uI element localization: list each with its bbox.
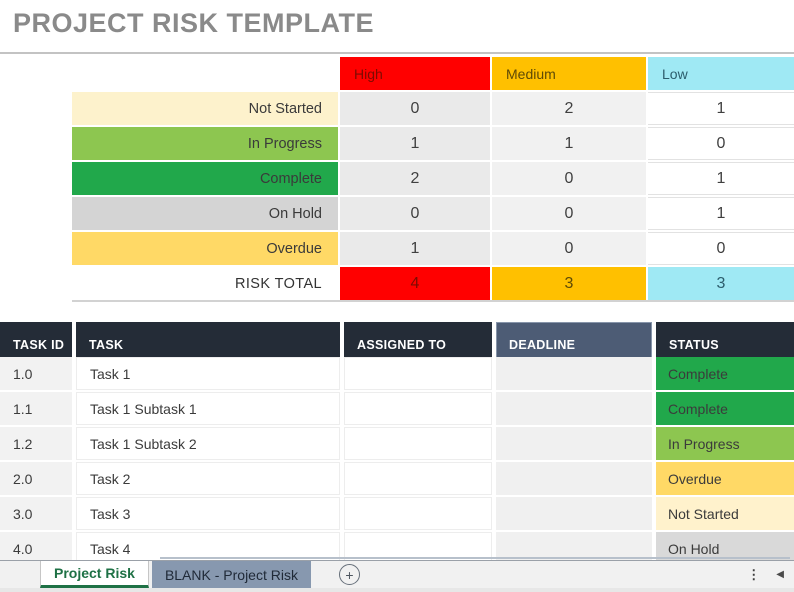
matrix-row-label-complete[interactable]: Complete <box>72 162 338 195</box>
matrix-cell-overdue-medium[interactable]: 0 <box>492 232 646 265</box>
assigned-to-cell[interactable] <box>344 392 492 425</box>
row-cutoff-border <box>160 557 790 559</box>
task-name-cell[interactable]: Task 2 <box>76 462 340 495</box>
task-name-cell[interactable]: Task 4 <box>76 532 340 560</box>
matrix-header-high[interactable]: High <box>340 57 490 90</box>
assigned-to-cell[interactable] <box>344 462 492 495</box>
assigned-to-cell[interactable] <box>344 357 492 390</box>
matrix-row-label-overdue[interactable]: Overdue <box>72 232 338 265</box>
tab-bar-right-controls: ⋮ ◀ <box>747 561 794 588</box>
assigned-to-cell[interactable] <box>344 532 492 560</box>
task-id-cell[interactable]: 1.1 <box>0 392 72 425</box>
matrix-cell-complete-low[interactable]: 1 <box>648 162 794 195</box>
deadline-cell[interactable] <box>496 532 652 560</box>
assigned-to-cell[interactable] <box>344 497 492 530</box>
task-id-cell[interactable]: 4.0 <box>0 532 72 560</box>
task-id-cell[interactable]: 1.2 <box>0 427 72 460</box>
matrix-total-medium[interactable]: 3 <box>492 267 646 300</box>
sheet-tab-blank-project-risk[interactable]: BLANK - Project Risk <box>151 561 311 588</box>
scroll-left-icon[interactable]: ◀ <box>776 569 784 580</box>
title-divider <box>0 52 794 54</box>
matrix-cell-inprogress-low[interactable]: 0 <box>648 127 794 160</box>
matrix-cell-inprogress-medium[interactable]: 1 <box>492 127 646 160</box>
task-id-cell[interactable]: 2.0 <box>0 462 72 495</box>
page-title: PROJECT RISK TEMPLATE <box>13 8 375 38</box>
task-id-cell[interactable]: 3.0 <box>0 497 72 530</box>
tab-bar-spacer <box>0 561 40 588</box>
add-sheet-button[interactable]: + <box>338 564 360 585</box>
matrix-cell-overdue-low[interactable]: 0 <box>648 232 794 265</box>
matrix-cell-notstarted-medium[interactable]: 2 <box>492 92 646 125</box>
overflow-menu-icon[interactable]: ⋮ <box>747 566 761 582</box>
task-name-cell[interactable]: Task 3 <box>76 497 340 530</box>
matrix-header-medium[interactable]: Medium <box>492 57 646 90</box>
sheet-tab-project-risk[interactable]: Project Risk <box>40 561 149 588</box>
status-cell[interactable]: Not Started <box>656 497 794 530</box>
matrix-cell-complete-high[interactable]: 2 <box>340 162 490 195</box>
matrix-row-label-in-progress[interactable]: In Progress <box>72 127 338 160</box>
matrix-row-label-not-started[interactable]: Not Started <box>72 92 338 125</box>
deadline-cell[interactable] <box>496 357 652 390</box>
matrix-risk-total-label: RISK TOTAL <box>235 275 322 292</box>
deadline-cell[interactable] <box>496 497 652 530</box>
matrix-cell-inprogress-high[interactable]: 1 <box>340 127 490 160</box>
matrix-cell-complete-medium[interactable]: 0 <box>492 162 646 195</box>
task-name-cell[interactable]: Task 1 Subtask 1 <box>76 392 340 425</box>
risk-matrix: High Medium Low Not Started 0 2 1 In Pro… <box>72 57 794 302</box>
bottom-strip <box>0 588 794 592</box>
task-name-cell[interactable]: Task 1 Subtask 2 <box>76 427 340 460</box>
task-id-cell[interactable]: 1.0 <box>0 357 72 390</box>
status-cell[interactable]: Complete <box>656 357 794 390</box>
status-cell[interactable]: On Hold <box>656 532 794 560</box>
matrix-header-low[interactable]: Low <box>648 57 794 90</box>
matrix-cell-notstarted-high[interactable]: 0 <box>340 92 490 125</box>
status-cell[interactable]: Overdue <box>656 462 794 495</box>
deadline-cell[interactable] <box>496 392 652 425</box>
task-name-cell[interactable]: Task 1 <box>76 357 340 390</box>
matrix-cell-onhold-medium[interactable]: 0 <box>492 197 646 230</box>
sheet-tab-bar: Project Risk BLANK - Project Risk + ⋮ ◀ <box>0 560 794 588</box>
assigned-to-cell[interactable] <box>344 427 492 460</box>
matrix-cell-onhold-high[interactable]: 0 <box>340 197 490 230</box>
matrix-cell-onhold-low[interactable]: 1 <box>648 197 794 230</box>
matrix-cell-overdue-high[interactable]: 1 <box>340 232 490 265</box>
plus-icon: + <box>345 566 354 583</box>
matrix-row-label-on-hold[interactable]: On Hold <box>72 197 338 230</box>
deadline-cell[interactable] <box>496 427 652 460</box>
status-cell[interactable]: In Progress <box>656 427 794 460</box>
matrix-total-low[interactable]: 3 <box>648 267 794 300</box>
matrix-cell-notstarted-low[interactable]: 1 <box>648 92 794 125</box>
task-table: TASK ID TASK ASSIGNED TO DEADLINE STATUS… <box>0 322 794 560</box>
deadline-cell[interactable] <box>496 462 652 495</box>
status-cell[interactable]: Complete <box>656 392 794 425</box>
matrix-corner-cell <box>72 57 338 90</box>
matrix-total-high[interactable]: 4 <box>340 267 490 300</box>
